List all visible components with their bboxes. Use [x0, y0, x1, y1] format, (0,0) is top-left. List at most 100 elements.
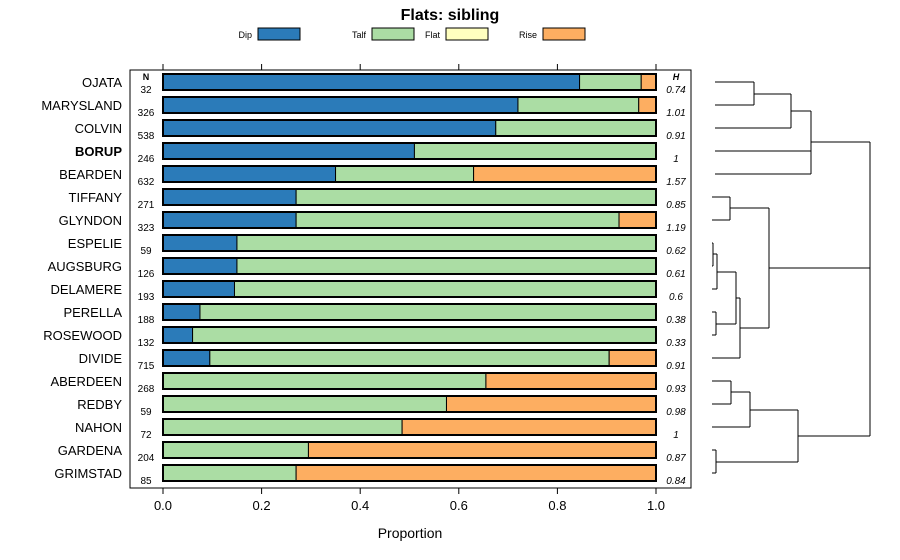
n-value: 323	[138, 223, 155, 234]
h-value: 1.19	[666, 223, 686, 234]
n-value: 132	[138, 338, 155, 349]
h-value: 0.74	[666, 85, 686, 96]
bar-segment-dip	[162, 119, 497, 137]
category-label: NAHON	[75, 420, 122, 435]
bar-segment-dip	[162, 188, 297, 206]
bars	[162, 73, 657, 482]
n-value: 715	[138, 361, 155, 372]
category-label: DIVIDE	[79, 351, 123, 366]
bar-outline	[162, 441, 657, 459]
dendrogram	[712, 81, 871, 474]
category-label: GRIMSTAD	[54, 466, 122, 481]
chart-title: Flats: sibling	[401, 7, 500, 24]
bar-outline	[162, 234, 657, 252]
x-tick-label: 0.2	[253, 498, 271, 513]
legend-swatch	[371, 27, 415, 41]
bar-segment-rise	[485, 372, 657, 390]
h-value: 0.87	[666, 453, 686, 464]
bar-segment-dip	[162, 211, 297, 229]
bar-outline	[162, 464, 657, 482]
h-value: 0.85	[666, 200, 686, 211]
bar-segment-talf	[233, 280, 657, 298]
n-value: 271	[138, 200, 155, 211]
bar-segment-dip	[162, 326, 194, 344]
h-column-header: H	[673, 72, 680, 82]
bar-segment-talf	[162, 395, 447, 413]
n-value: 126	[138, 269, 155, 280]
bar-outline	[162, 73, 657, 91]
category-label: OJATA	[82, 75, 122, 90]
bar-segment-rise	[473, 165, 657, 183]
category-label: GARDENA	[58, 443, 123, 458]
legend-swatch	[445, 27, 489, 41]
bar-outline	[162, 165, 657, 183]
category-label: ABERDEEN	[50, 374, 122, 389]
dendrogram-branch	[715, 81, 870, 175]
n-value: 538	[138, 131, 155, 142]
bar-segment-talf	[413, 142, 657, 160]
bar-segment-rise	[401, 418, 657, 436]
x-axis: 0.0 0.2 0.4 0.6 0.8 1.0	[154, 64, 665, 513]
n-value: 59	[140, 407, 152, 418]
bar-segment-dip	[162, 280, 235, 298]
bar-segment-talf	[295, 188, 657, 206]
bar-segment-talf	[162, 418, 403, 436]
bar-outline	[162, 188, 657, 206]
n-value: 193	[138, 292, 155, 303]
bar-outline	[162, 326, 657, 344]
bar-segment-dip	[162, 165, 337, 183]
bar-segment-rise	[295, 464, 657, 482]
n-value: 32	[140, 85, 152, 96]
bar-segment-talf	[162, 441, 309, 459]
category-label: BEARDEN	[59, 167, 122, 182]
category-label: PERELLA	[63, 305, 122, 320]
bar-segment-talf	[495, 119, 657, 137]
bar-segment-talf	[236, 257, 657, 275]
x-tick-label: 0.4	[351, 498, 369, 513]
category-label: DELAMERE	[50, 282, 122, 297]
bar-segment-rise	[608, 349, 657, 367]
dendrogram-branch	[712, 196, 870, 359]
n-value: 85	[140, 476, 152, 487]
n-value: 204	[138, 453, 155, 464]
category-label: TIFFANY	[69, 190, 123, 205]
category-label: REDBY	[77, 397, 122, 412]
bar-outline	[162, 418, 657, 436]
bar-segment-rise	[638, 96, 657, 114]
n-value: 188	[138, 315, 155, 326]
bar-outline	[162, 96, 657, 114]
bar-outline	[162, 303, 657, 321]
bar-segment-dip	[162, 303, 201, 321]
h-value: 0.6	[669, 292, 683, 303]
bar-segment-talf	[335, 165, 475, 183]
bar-segment-talf	[192, 326, 657, 344]
bar-segment-talf	[209, 349, 610, 367]
bar-outline	[162, 142, 657, 160]
bar-outline	[162, 280, 657, 298]
x-tick-label: 0.0	[154, 498, 172, 513]
legend-swatch	[542, 27, 586, 41]
n-value: 268	[138, 384, 155, 395]
bar-segment-rise	[307, 441, 657, 459]
legend-label: Talf	[352, 30, 367, 40]
bar-outline	[162, 395, 657, 413]
n-value: 246	[138, 154, 155, 165]
h-value: 0.84	[666, 476, 686, 487]
legend-label: Dip	[238, 30, 252, 40]
bar-segment-dip	[162, 257, 238, 275]
category-label: GLYNDON	[59, 213, 122, 228]
h-value: 0.91	[666, 361, 685, 372]
h-value: 0.93	[666, 384, 686, 395]
x-axis-label: Proportion	[378, 525, 443, 541]
bar-segment-talf	[236, 234, 657, 252]
bar-segment-dip	[162, 73, 581, 91]
x-tick-label: 1.0	[647, 498, 665, 513]
legend-swatch	[257, 27, 301, 41]
legend: Dip Talf Flat Rise	[238, 27, 586, 41]
h-value: 0.38	[666, 315, 686, 326]
legend-label: Rise	[519, 30, 537, 40]
bar-segment-talf	[162, 372, 487, 390]
bar-segment-rise	[640, 73, 657, 91]
bar-segment-talf	[162, 464, 297, 482]
h-value: 0.62	[666, 246, 686, 257]
